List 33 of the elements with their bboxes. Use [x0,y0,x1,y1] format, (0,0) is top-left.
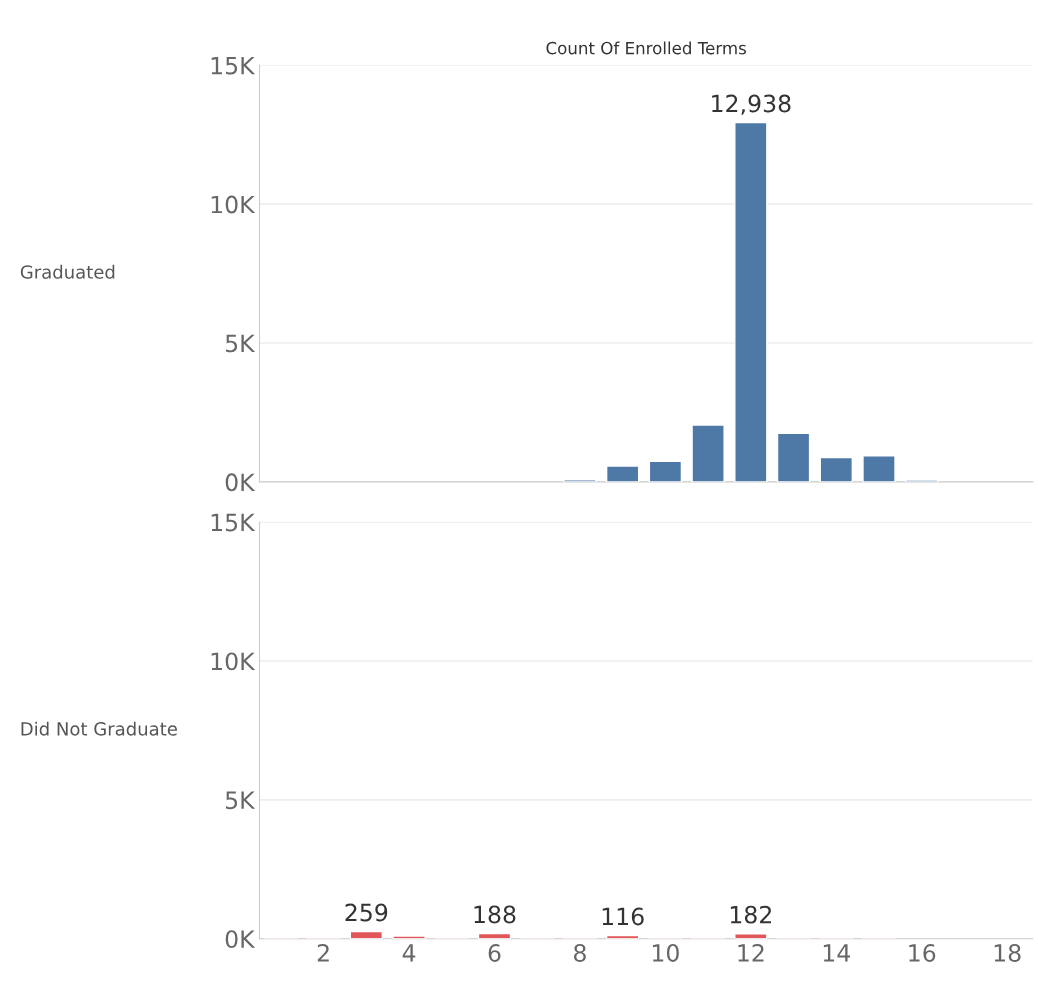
x-tick-label: 2 [317,944,329,962]
x-tick-label: 12 [738,944,764,962]
x-tick-label: 18 [994,944,1021,962]
x-tick-label: 10 [652,944,679,962]
y-tick-label: 0K [225,930,256,949]
x-tick-label: 16 [909,944,936,962]
data-label: 12,938 [712,94,791,115]
y-tick-label: 15K [211,513,256,532]
bar [563,479,597,482]
data-label: 116 [602,907,644,926]
x-tick-label: 6 [488,944,501,962]
bar [605,465,640,482]
bar [734,121,768,482]
data-label: 259 [345,903,388,922]
bar [819,456,853,482]
bar [648,460,683,482]
bar [776,432,811,482]
y-tick-label: 10K [211,195,256,214]
bar [691,424,725,482]
y-tick-label: 0K [225,473,256,492]
y-tick-label: 15K [211,57,256,75]
x-tick-label: 4 [402,944,416,962]
data-label: 182 [730,905,771,924]
bar [862,455,896,482]
y-tick-label: 10K [211,652,256,671]
data-label: 188 [474,905,516,924]
y-axis-title: Did Not Graduate [21,721,177,736]
x-tick-label: 8 [574,944,586,962]
x-tick-label: 14 [823,944,850,962]
y-tick-label: 5K [225,334,256,353]
chart-title: Count Of Enrolled Terms [546,41,746,55]
y-axis-title: Graduated [20,264,115,279]
y-tick-label: 5K [225,791,256,810]
